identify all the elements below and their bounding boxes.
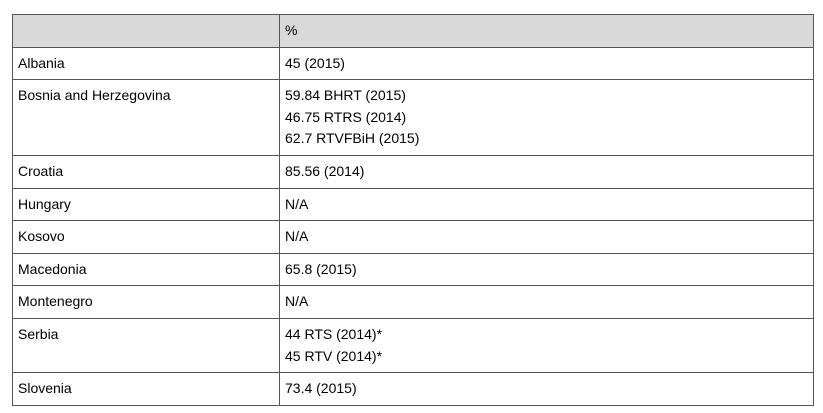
table-row: Albania 45 (2015) xyxy=(12,46,814,81)
value-text: N/A xyxy=(285,195,309,212)
value-cell: 85.56 (2014) xyxy=(279,154,814,189)
value-cell: N/A xyxy=(279,187,814,222)
header-text: % xyxy=(285,22,298,38)
table-row: Kosovo N/A xyxy=(12,220,814,254)
country-cell: Macedonia xyxy=(12,252,280,287)
country-cell: Kosovo xyxy=(12,220,280,254)
table-header: % xyxy=(12,14,814,48)
country-cell: Croatia xyxy=(12,154,280,189)
country-name: Kosovo xyxy=(18,228,65,245)
table-row: Serbia 44 RTS (2014)* 45 RTV (2014)* xyxy=(12,317,814,374)
value-text: N/A xyxy=(285,228,309,245)
country-name: Serbia xyxy=(18,325,59,342)
table-body: Albania 45 (2015) Bosnia and Herzegovina 59… xyxy=(12,46,814,406)
value-text: 59.84 BHRT (2015) xyxy=(285,87,406,104)
country-cell: Slovenia xyxy=(12,372,280,406)
value-text: 73.4 (2015) xyxy=(285,380,357,397)
table-row: Slovenia 73.4 (2015) xyxy=(12,372,814,406)
data-table: % Albania 45 (2015) Bosnia and Herzegovina… xyxy=(12,14,814,406)
value-text: 44 RTS (2014)* xyxy=(285,325,383,342)
header-row: % xyxy=(12,14,814,48)
country-cell: Bosnia and Herzegovina xyxy=(12,79,280,156)
value-text: N/A xyxy=(285,293,309,310)
country-name: Montenegro xyxy=(18,293,93,310)
value-text: 45 RTV (2014)* xyxy=(285,347,383,364)
table-row: Bosnia and Herzegovina 59.84 BHRT (2015) 4… xyxy=(12,79,814,156)
country-cell: Montenegro xyxy=(12,285,280,319)
header-cell xyxy=(12,14,280,48)
value-cell: N/A xyxy=(279,220,814,254)
value-cell: 44 RTS (2014)* 45 RTV (2014)* xyxy=(279,317,814,374)
value-cell: 59.84 BHRT (2015) 46.75 RTRS (2014) 62.7 R… xyxy=(279,79,814,156)
country-name: Hungary xyxy=(18,195,71,212)
table-row: Montenegro N/A xyxy=(12,285,814,319)
country-name: Slovenia xyxy=(18,380,72,397)
value-cell: 73.4 (2015) xyxy=(279,372,814,406)
value-cell: 45 (2015) xyxy=(279,46,814,81)
country-cell: Albania xyxy=(12,46,280,81)
table-row: Macedonia 65.8 (2015) xyxy=(12,252,814,287)
country-name: Macedonia xyxy=(18,260,87,277)
country-cell: Hungary xyxy=(12,187,280,222)
country-name: Croatia xyxy=(18,162,64,179)
country-name: Albania xyxy=(18,54,65,71)
country-name: Bosnia and Herzegovina xyxy=(18,87,171,104)
value-text: 46.75 RTRS (2014) xyxy=(285,108,407,125)
value-text: 62.7 RTVFBiH (2015) xyxy=(285,130,420,147)
value-text: 45 (2015) xyxy=(285,54,345,71)
table-row: Croatia 85.56 (2014) xyxy=(12,154,814,189)
value-cell: N/A xyxy=(279,285,814,319)
country-cell: Serbia xyxy=(12,317,280,374)
value-text: 85.56 (2014) xyxy=(285,162,365,179)
value-text: 65.8 (2015) xyxy=(285,260,357,277)
table-row: Hungary N/A xyxy=(12,187,814,222)
header-cell: % xyxy=(279,14,814,48)
value-cell: 65.8 (2015) xyxy=(279,252,814,287)
